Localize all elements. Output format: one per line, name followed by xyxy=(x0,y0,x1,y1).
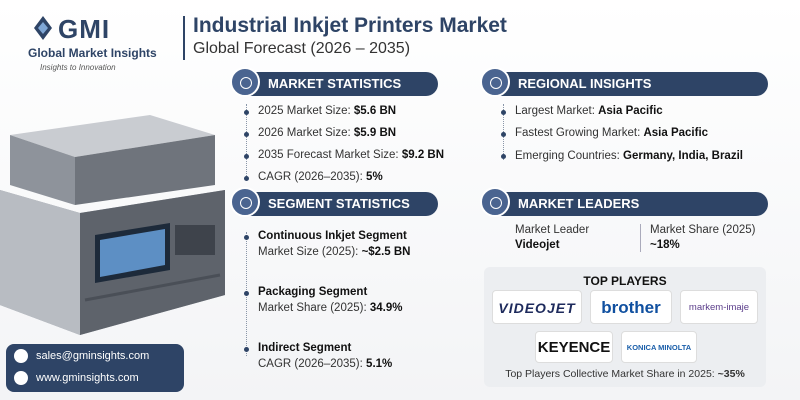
segment-title: Indirect Segment xyxy=(258,342,352,354)
share-label: Market Share (2025) xyxy=(650,224,756,236)
bullet xyxy=(244,132,249,137)
player-logo: brother xyxy=(590,290,672,324)
top-players-box xyxy=(484,267,766,387)
website[interactable]: www.gminsights.com xyxy=(36,372,139,384)
bullet xyxy=(244,154,249,159)
email[interactable]: sales@gminsights.com xyxy=(36,350,150,362)
section-header: REGIONAL INSIGHTS xyxy=(480,67,768,97)
share-value: ~18% xyxy=(650,239,680,251)
logo-brand: GMI xyxy=(58,14,111,44)
leader-label: Market Leader xyxy=(515,224,590,236)
printer-image xyxy=(0,115,225,335)
title: Industrial Inkjet Printers Market xyxy=(193,14,507,37)
stat-item: 2035 Forecast Market Size: $9.2 BN xyxy=(258,149,444,161)
top-players-heading: TOP PLAYERS xyxy=(583,274,667,288)
item-label: Largest Market: xyxy=(515,105,595,117)
email-icon xyxy=(14,349,28,363)
section-header: MARKET LEADERS xyxy=(480,187,768,217)
stat-item: CAGR (2026–2035): 5% xyxy=(258,171,383,183)
item-label: 2025 Market Size: xyxy=(258,105,351,117)
bullet xyxy=(244,291,249,296)
item-label: Fastest Growing Market: xyxy=(515,127,641,139)
item-value: Asia Pacific xyxy=(598,105,663,117)
footer-value: ~35% xyxy=(717,368,745,380)
logo-name: Global Market Insights xyxy=(28,46,157,60)
logo-mark xyxy=(34,16,52,40)
item-label: Market Share (2025): xyxy=(258,302,367,314)
player-logo: KONICA MINOLTA xyxy=(621,331,697,363)
item-label: 2035 Forecast Market Size: xyxy=(258,149,399,161)
title-divider xyxy=(183,16,185,60)
item-value: 34.9% xyxy=(369,302,403,314)
item-label: CAGR (2026–2035): xyxy=(258,358,363,370)
stat-item: 2026 Market Size: $5.9 BN xyxy=(258,127,396,139)
region-item: Emerging Countries: Germany, India, Braz… xyxy=(515,147,745,165)
web-icon xyxy=(14,371,28,385)
section-icon xyxy=(230,187,260,217)
player-logo: VIDEOJET xyxy=(492,290,582,324)
region-item: Largest Market: Asia Pacific xyxy=(515,105,663,117)
footer-label: Top Players Collective Market Share in 2… xyxy=(505,368,715,380)
top-players-footer: Top Players Collective Market Share in 2… xyxy=(484,368,766,380)
subtitle: Global Forecast (2026 – 2035) xyxy=(193,40,411,57)
segment-item: Market Size (2025): ~$2.5 BN xyxy=(258,246,410,258)
bullet xyxy=(501,154,506,159)
segment-title: Packaging Segment xyxy=(258,286,368,298)
section-icon xyxy=(480,67,510,97)
section-heading: REGIONAL INSIGHTS xyxy=(518,76,652,91)
logo: GMI Global Market Insights Insights to I… xyxy=(28,10,157,80)
section-heading: MARKET STATISTICS xyxy=(268,76,402,91)
item-label: Market Size (2025): xyxy=(258,246,359,258)
bullet xyxy=(244,347,249,352)
bullet xyxy=(244,110,249,115)
item-value: $5.9 BN xyxy=(353,127,397,139)
leader-divider xyxy=(640,224,641,252)
segment-title: Continuous Inkjet Segment xyxy=(258,230,407,242)
bullet xyxy=(501,110,506,115)
bullet xyxy=(244,235,249,240)
item-value: $9.2 BN xyxy=(401,149,445,161)
bullet xyxy=(501,132,506,137)
item-value: 5.1% xyxy=(366,358,393,370)
item-label: 2026 Market Size: xyxy=(258,127,351,139)
segment-item: CAGR (2026–2035): 5.1% xyxy=(258,358,392,370)
item-label: CAGR (2026–2035): xyxy=(258,171,363,183)
item-value: Asia Pacific xyxy=(643,127,709,139)
player-logo: markem-imaje xyxy=(680,290,758,324)
region-item: Fastest Growing Market: Asia Pacific xyxy=(515,127,708,139)
section-header: SEGMENT STATISTICS xyxy=(230,187,438,217)
item-label: Emerging Countries: xyxy=(515,150,620,162)
logo-tagline: Insights to Innovation xyxy=(40,63,116,72)
bullet-line xyxy=(246,104,247,180)
leader-value: Videojet xyxy=(515,239,560,251)
section-heading: SEGMENT STATISTICS xyxy=(268,196,410,211)
section-icon xyxy=(230,67,260,97)
section-icon xyxy=(480,187,510,217)
contact-box xyxy=(6,344,184,392)
stat-item: 2025 Market Size: $5.6 BN xyxy=(258,105,396,117)
section-heading: MARKET LEADERS xyxy=(518,196,640,211)
item-value: $5.6 BN xyxy=(353,105,397,117)
segment-item: Market Share (2025): 34.9% xyxy=(258,302,402,314)
item-value: Germany, India, Brazil xyxy=(623,150,743,162)
section-header: MARKET STATISTICS xyxy=(230,67,438,97)
bullet xyxy=(244,176,249,181)
player-logo: KEYENCE xyxy=(535,331,613,363)
item-value: 5% xyxy=(366,171,383,183)
item-value: ~$2.5 BN xyxy=(361,246,411,258)
